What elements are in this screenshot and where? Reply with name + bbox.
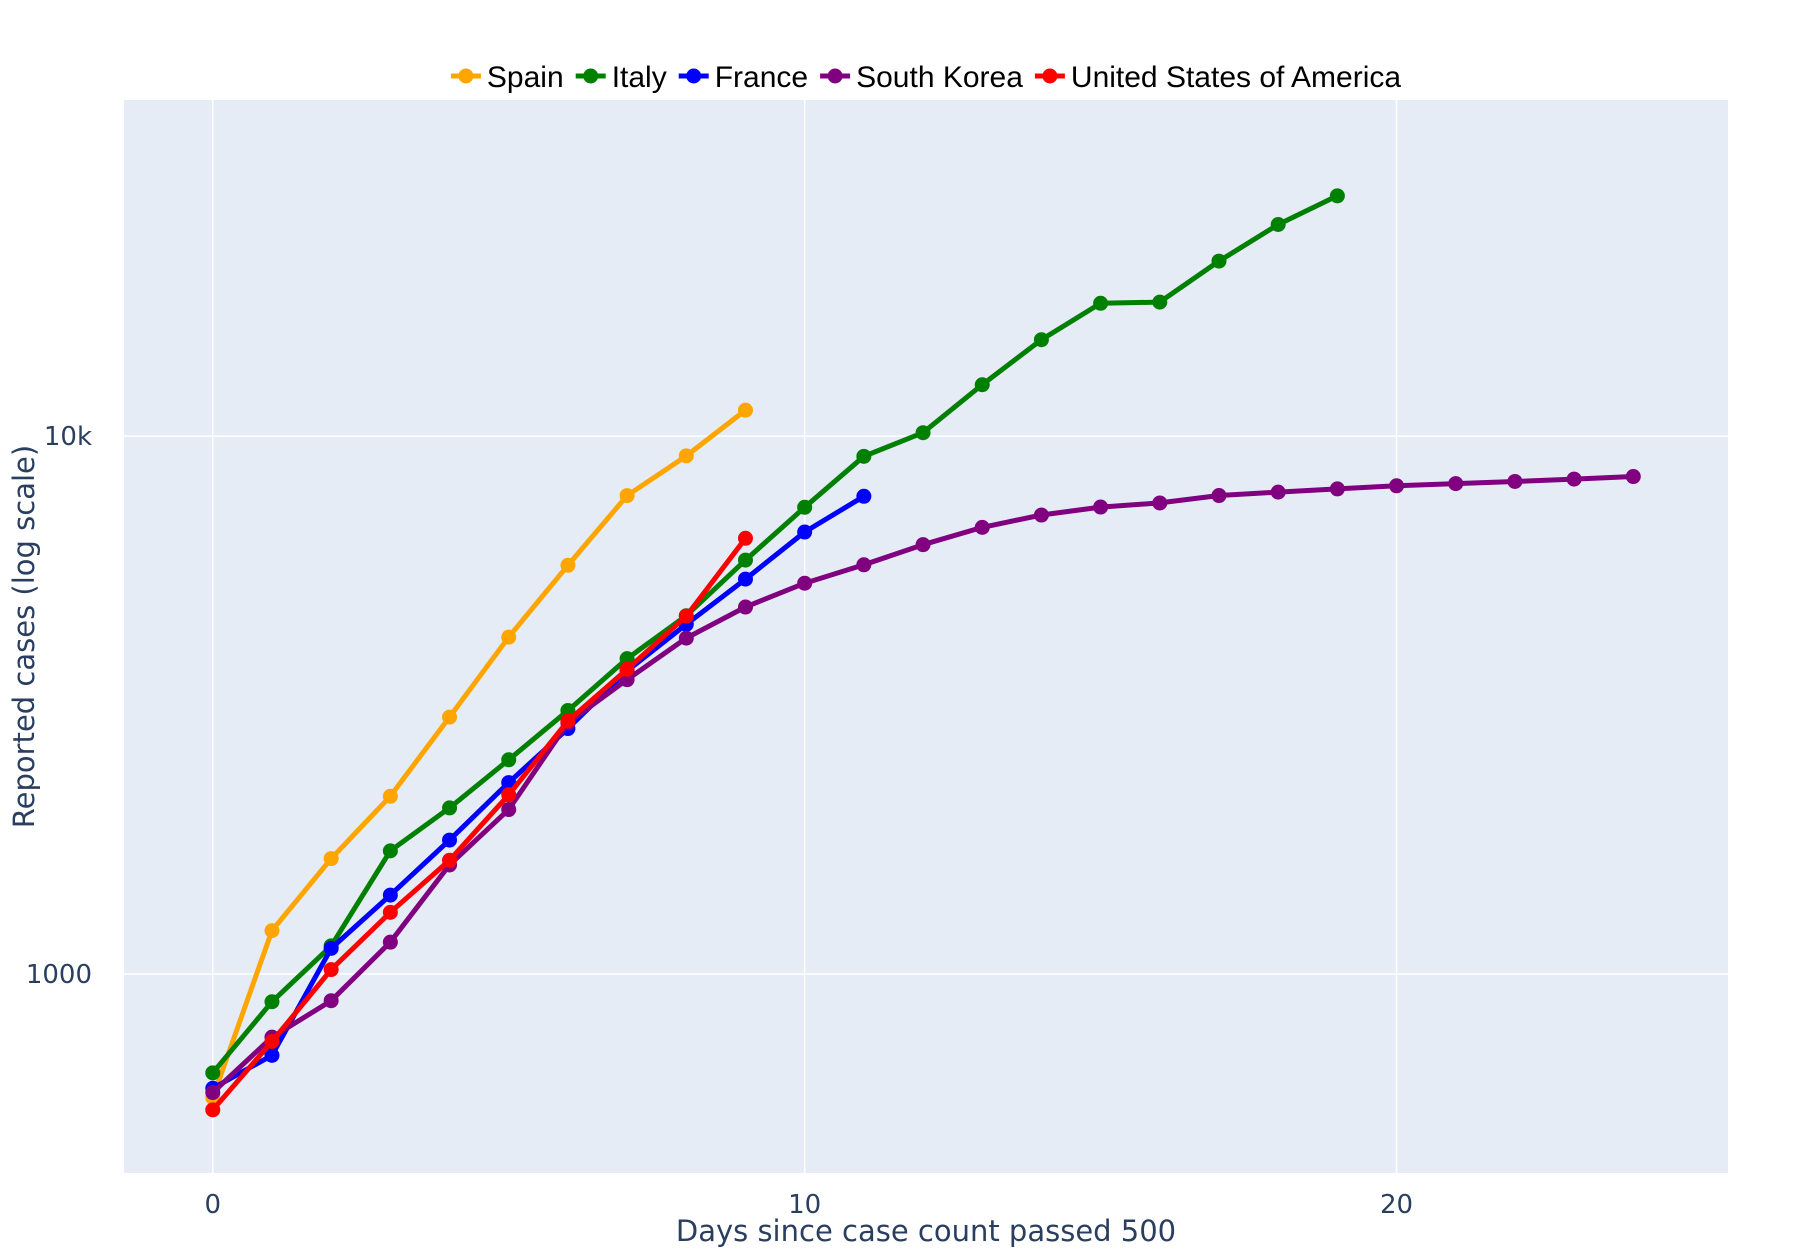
data-point-united-states-of-america: [383, 905, 398, 920]
data-point-italy: [1211, 254, 1226, 269]
legend-swatch-marker: [458, 69, 473, 84]
legend-label: Spain: [487, 61, 564, 94]
data-point-spain: [679, 448, 694, 463]
data-point-united-states-of-america: [205, 1102, 220, 1117]
legend[interactable]: Spain Italy France South Korea United States…: [443, 52, 1409, 100]
y-axis-title: Reported cases (log scale): [7, 445, 41, 828]
data-point-italy: [797, 500, 812, 515]
data-point-italy: [383, 843, 398, 858]
data-point-south-korea: [1330, 481, 1345, 496]
data-point-italy: [1330, 188, 1345, 203]
x-tick-label: 0: [205, 1190, 222, 1220]
data-point-united-states-of-america: [442, 853, 457, 868]
data-point-spain: [501, 630, 516, 645]
data-point-south-korea: [1507, 474, 1522, 489]
data-point-france: [738, 572, 753, 587]
data-point-italy: [1093, 296, 1108, 311]
legend-swatch-marker: [828, 69, 843, 84]
data-point-united-states-of-america: [560, 713, 575, 728]
data-point-spain: [324, 851, 339, 866]
data-point-united-states-of-america: [264, 1034, 279, 1049]
x-tick-label: 20: [1380, 1190, 1413, 1220]
plot-background: [124, 100, 1728, 1173]
data-point-italy: [205, 1065, 220, 1080]
data-point-south-korea: [1093, 500, 1108, 515]
data-point-france: [442, 833, 457, 848]
y-tick-label: 1000: [26, 960, 92, 990]
data-point-south-korea: [856, 557, 871, 572]
legend-label: United States of America: [1071, 61, 1401, 94]
legend-swatch-marker: [583, 69, 598, 84]
data-point-italy: [738, 553, 753, 568]
data-point-south-korea: [1211, 488, 1226, 503]
data-point-south-korea: [1626, 469, 1641, 484]
data-point-france: [856, 489, 871, 504]
data-point-south-korea: [797, 576, 812, 591]
data-point-france: [324, 941, 339, 956]
legend-swatch-marker: [686, 69, 701, 84]
data-point-south-korea: [383, 935, 398, 950]
legend-swatch-marker: [1042, 69, 1057, 84]
y-tick-label: 10k: [44, 422, 92, 452]
data-point-spain: [738, 403, 753, 418]
data-point-united-states-of-america: [679, 609, 694, 624]
data-point-south-korea: [916, 537, 931, 552]
data-point-south-korea: [1448, 476, 1463, 491]
data-point-united-states-of-america: [324, 962, 339, 977]
data-point-south-korea: [1567, 472, 1582, 487]
data-point-south-korea: [324, 993, 339, 1008]
legend-item-united-states-of-america[interactable]: United States of America: [1035, 61, 1401, 94]
data-point-italy: [975, 377, 990, 392]
legend-label: South Korea: [856, 61, 1023, 94]
data-point-spain: [620, 488, 635, 503]
data-point-italy: [264, 994, 279, 1009]
x-axis-title: Days since case count passed 500: [676, 1214, 1176, 1248]
legend-label: Italy: [612, 61, 667, 94]
data-point-italy: [916, 425, 931, 440]
data-point-south-korea: [1152, 495, 1167, 510]
data-point-south-korea: [1034, 508, 1049, 523]
data-point-south-korea: [679, 631, 694, 646]
data-point-italy: [856, 449, 871, 464]
data-point-south-korea: [205, 1085, 220, 1100]
data-point-south-korea: [1271, 485, 1286, 500]
data-point-italy: [501, 752, 516, 767]
data-point-south-korea: [975, 520, 990, 535]
data-point-united-states-of-america: [501, 787, 516, 802]
data-point-united-states-of-america: [620, 662, 635, 677]
data-point-france: [383, 888, 398, 903]
data-point-spain: [383, 789, 398, 804]
data-point-spain: [560, 558, 575, 573]
data-point-italy: [1271, 217, 1286, 232]
data-point-france: [797, 525, 812, 540]
data-point-south-korea: [1389, 478, 1404, 493]
data-point-spain: [442, 710, 457, 725]
data-point-italy: [442, 800, 457, 815]
data-point-spain: [264, 923, 279, 938]
data-point-south-korea: [738, 600, 753, 615]
legend-label: France: [715, 61, 808, 94]
data-point-italy: [1152, 295, 1167, 310]
data-point-italy: [1034, 332, 1049, 347]
data-point-united-states-of-america: [738, 531, 753, 546]
